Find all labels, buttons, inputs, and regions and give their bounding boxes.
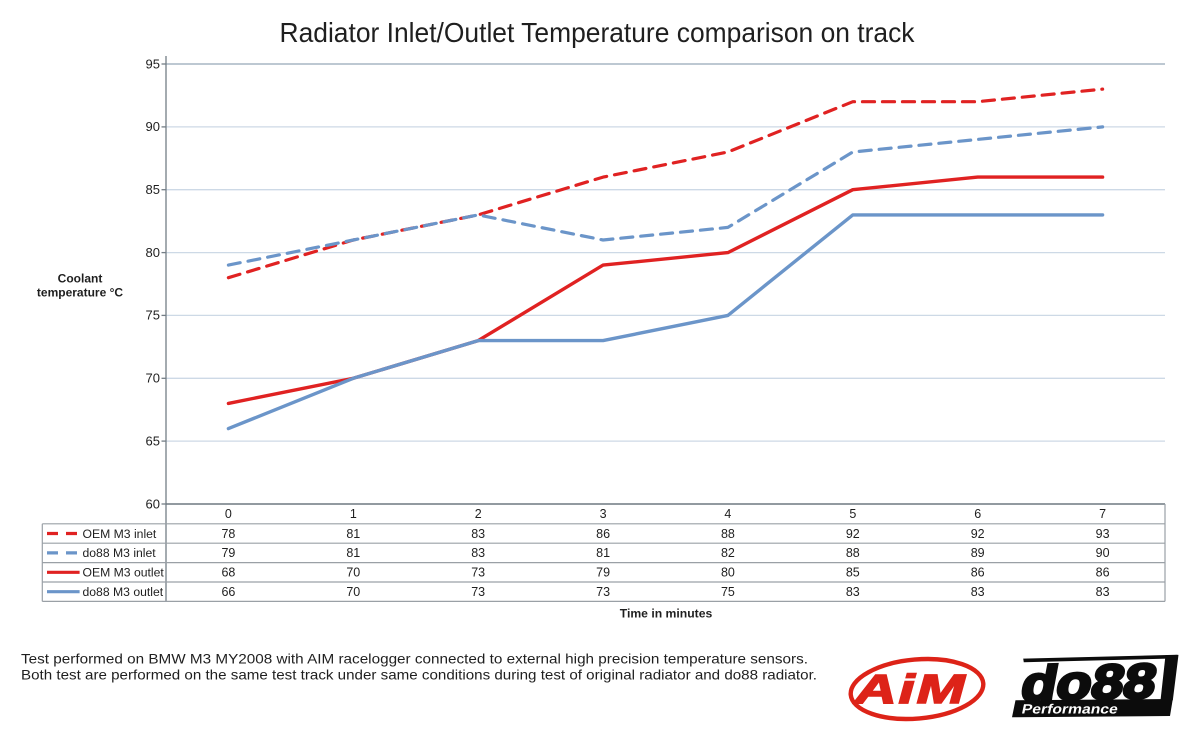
svg-text:83: 83 [471,546,485,560]
svg-text:do88: do88 [1017,653,1161,712]
svg-text:92: 92 [846,527,860,541]
svg-text:Radiator Inlet/Outlet Temperat: Radiator Inlet/Outlet Temperature compar… [280,17,916,48]
svg-text:65: 65 [146,433,160,448]
svg-text:85: 85 [146,182,160,197]
svg-text:86: 86 [1096,566,1110,580]
svg-text:90: 90 [146,119,160,134]
svg-text:3: 3 [600,507,607,521]
svg-text:0: 0 [225,507,232,521]
svg-text:81: 81 [346,527,360,541]
svg-text:OEM M3 inlet: OEM M3 inlet [83,527,157,541]
svg-text:83: 83 [846,585,860,599]
svg-text:4: 4 [724,507,731,521]
svg-text:75: 75 [146,308,160,323]
svg-text:60: 60 [146,496,160,511]
svg-text:89: 89 [971,546,985,560]
svg-text:73: 73 [596,585,610,599]
svg-text:81: 81 [596,546,610,560]
svg-text:93: 93 [1096,527,1110,541]
svg-text:86: 86 [971,566,985,580]
svg-text:81: 81 [346,546,360,560]
svg-text:70: 70 [346,585,360,599]
svg-text:OEM M3 outlet: OEM M3 outlet [83,566,165,580]
svg-text:86: 86 [596,527,610,541]
svg-text:68: 68 [221,566,235,580]
svg-text:do88 M3 inlet: do88 M3 inlet [83,546,157,560]
svg-text:do88 M3 outlet: do88 M3 outlet [83,585,164,599]
svg-text:83: 83 [471,527,485,541]
svg-text:73: 73 [471,566,485,580]
svg-text:85: 85 [846,566,860,580]
svg-text:80: 80 [721,566,735,580]
svg-text:80: 80 [146,245,160,260]
svg-text:Coolant: Coolant [58,272,103,286]
svg-text:73: 73 [471,585,485,599]
svg-text:6: 6 [974,507,981,521]
svg-text:82: 82 [721,546,735,560]
svg-text:7: 7 [1099,507,1106,521]
svg-text:88: 88 [721,527,735,541]
svg-text:75: 75 [721,585,735,599]
svg-text:Performance: Performance [1020,701,1120,716]
svg-text:88: 88 [846,546,860,560]
svg-text:95: 95 [146,56,160,71]
svg-text:78: 78 [221,527,235,541]
svg-text:Test performed on BMW M3 MY200: Test performed on BMW M3 MY2008 with AIM… [21,651,808,667]
svg-text:70: 70 [146,371,160,386]
svg-text:temperature °C: temperature °C [37,286,123,300]
svg-text:79: 79 [596,566,610,580]
svg-text:2: 2 [475,507,482,521]
svg-text:79: 79 [221,546,235,560]
svg-text:Both test are performed on the: Both test are performed on the same test… [21,666,817,682]
svg-text:AiM: AiM [853,666,967,712]
svg-text:90: 90 [1096,546,1110,560]
svg-text:Time in minutes: Time in minutes [620,607,713,621]
svg-text:5: 5 [849,507,856,521]
svg-text:92: 92 [971,527,985,541]
svg-text:66: 66 [221,585,235,599]
svg-text:83: 83 [1096,585,1110,599]
svg-text:83: 83 [971,585,985,599]
svg-text:1: 1 [350,507,357,521]
svg-text:70: 70 [346,566,360,580]
